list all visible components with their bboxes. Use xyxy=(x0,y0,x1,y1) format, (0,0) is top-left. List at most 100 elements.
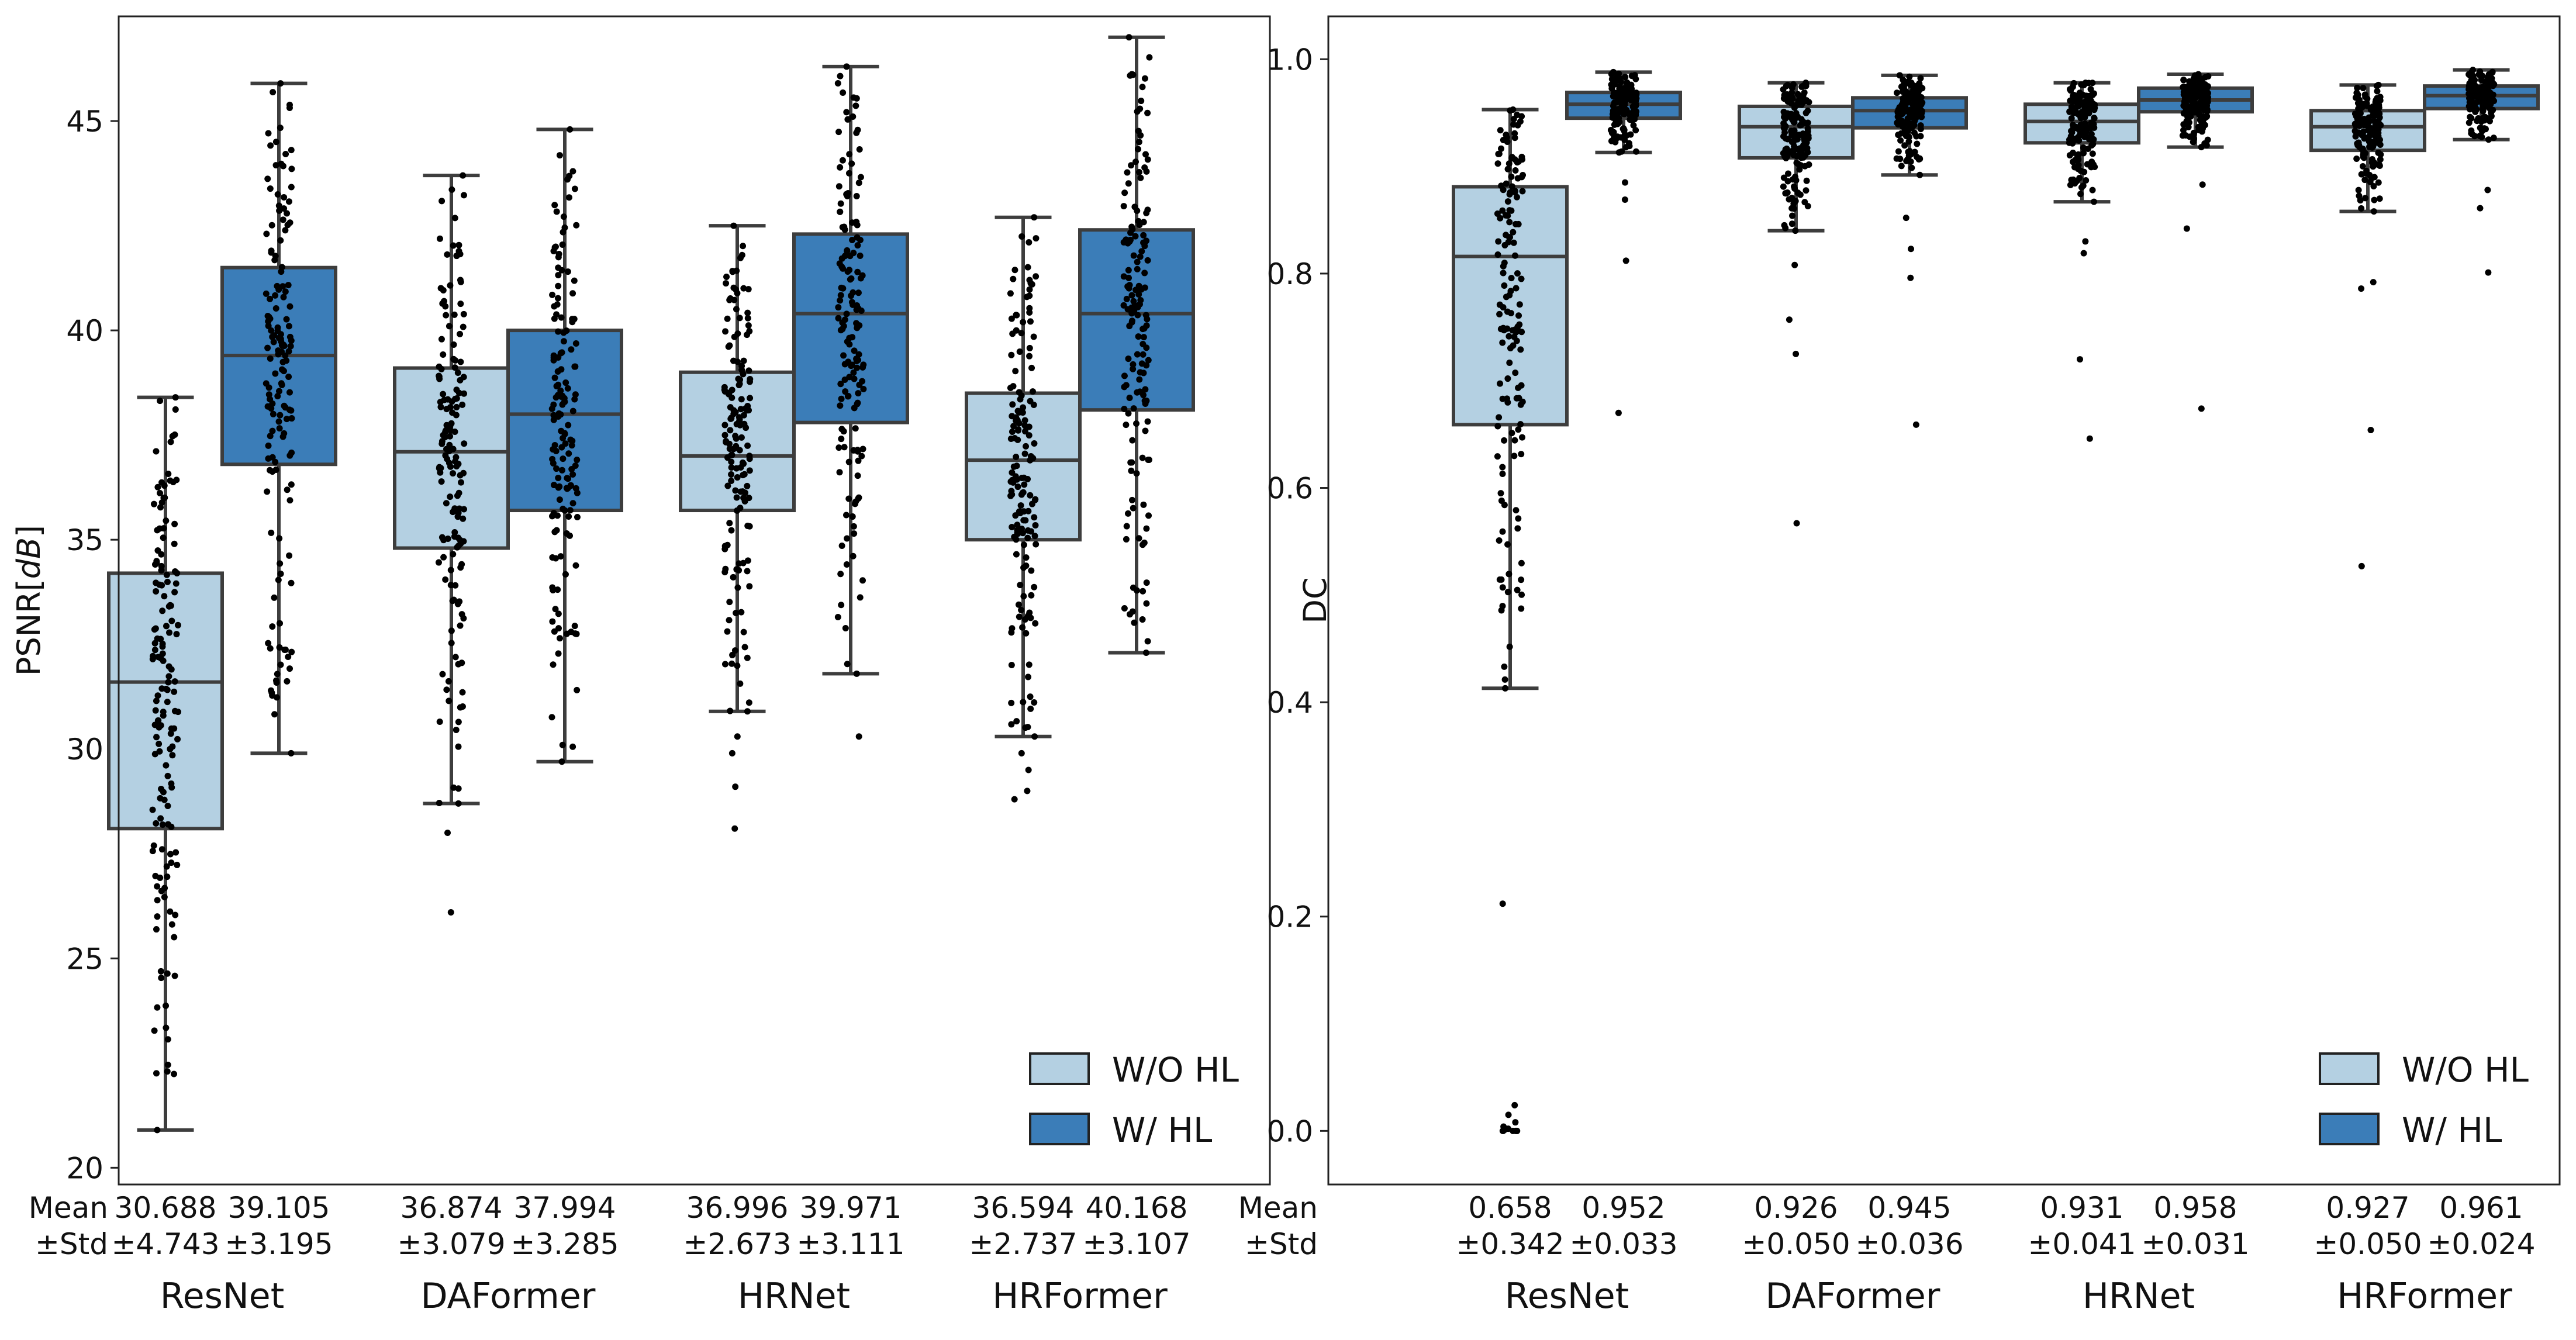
data-point xyxy=(1134,258,1141,265)
data-point xyxy=(1020,404,1027,411)
data-point xyxy=(169,752,176,759)
data-point xyxy=(1020,319,1027,326)
data-point xyxy=(1914,153,1921,160)
data-point xyxy=(267,645,274,652)
data-point xyxy=(263,290,270,297)
data-point xyxy=(572,363,579,370)
data-point xyxy=(447,463,454,470)
data-point xyxy=(164,970,171,977)
data-point xyxy=(2470,67,2477,74)
data-point xyxy=(1121,406,1128,413)
data-point xyxy=(154,1004,161,1011)
data-point xyxy=(850,250,857,257)
data-point xyxy=(550,247,557,254)
data-point xyxy=(2180,83,2187,90)
data-point xyxy=(2363,102,2370,109)
data-point xyxy=(2071,180,2078,187)
data-point xyxy=(1010,383,1017,390)
data-point xyxy=(2485,136,2492,143)
data-point xyxy=(2374,88,2381,95)
data-point xyxy=(1127,236,1134,243)
data-point xyxy=(1123,536,1130,543)
data-point xyxy=(263,230,270,237)
data-point xyxy=(1031,733,1038,740)
legend-label: W/ HL xyxy=(2402,1110,2502,1150)
data-point xyxy=(842,624,849,631)
data-point xyxy=(553,465,560,472)
data-point xyxy=(572,562,579,569)
data-point xyxy=(150,500,157,507)
data-point xyxy=(2480,114,2487,121)
data-point xyxy=(744,568,751,575)
data-point xyxy=(1510,106,1517,113)
outlier-point xyxy=(1499,900,1506,907)
data-point xyxy=(746,467,753,474)
data-point xyxy=(1012,512,1019,519)
outlier-point xyxy=(2082,238,2089,245)
data-point xyxy=(853,193,860,200)
data-point xyxy=(2179,132,2186,139)
data-point xyxy=(836,469,843,476)
data-point xyxy=(740,357,747,364)
data-point xyxy=(1496,576,1503,583)
data-point xyxy=(453,253,460,260)
data-point xyxy=(164,873,171,880)
data-point xyxy=(1016,348,1023,355)
data-point xyxy=(731,647,738,654)
data-point xyxy=(722,328,729,335)
data-point xyxy=(1010,423,1017,430)
data-point xyxy=(1140,369,1147,377)
data-point xyxy=(1499,470,1506,477)
data-point xyxy=(1027,693,1034,700)
data-point xyxy=(1129,608,1136,615)
data-point xyxy=(1788,84,1795,91)
y-tick-label: 30 xyxy=(66,733,103,766)
data-point xyxy=(1794,91,1801,98)
data-point xyxy=(1031,214,1038,221)
data-point xyxy=(436,799,443,806)
std-label: ±4.743 xyxy=(111,1227,219,1261)
data-point xyxy=(851,347,858,354)
data-point xyxy=(1008,661,1015,668)
data-point xyxy=(745,286,752,293)
data-point xyxy=(1494,423,1501,430)
outlier-point xyxy=(1511,1101,1518,1108)
data-point xyxy=(277,80,284,87)
data-point xyxy=(563,630,570,637)
data-point xyxy=(171,972,178,979)
data-point xyxy=(1022,428,1029,435)
data-point xyxy=(1792,227,1799,234)
data-point xyxy=(860,386,867,393)
data-point xyxy=(2081,111,2088,118)
data-point xyxy=(1610,68,1617,75)
data-point xyxy=(1510,229,1517,236)
data-point xyxy=(558,467,565,474)
data-point xyxy=(2362,94,2369,101)
std-label: ±3.111 xyxy=(796,1227,904,1261)
data-point xyxy=(567,507,574,514)
data-point xyxy=(1128,162,1135,169)
data-point xyxy=(1010,479,1017,486)
data-point xyxy=(569,743,576,750)
data-point xyxy=(1008,699,1015,706)
data-point xyxy=(154,897,161,904)
data-point xyxy=(286,552,293,559)
data-point xyxy=(1518,576,1525,583)
data-point xyxy=(735,560,743,567)
data-point xyxy=(554,368,561,375)
data-point xyxy=(2467,106,2474,113)
data-point xyxy=(1014,436,1021,443)
data-point xyxy=(735,382,743,389)
data-point xyxy=(438,440,446,447)
data-point xyxy=(286,452,293,459)
data-point xyxy=(2375,149,2382,156)
data-point xyxy=(854,268,861,275)
data-point xyxy=(1504,375,1511,382)
data-point xyxy=(1494,453,1501,460)
data-point xyxy=(555,272,562,279)
data-point xyxy=(2375,81,2382,88)
data-point xyxy=(175,709,182,716)
data-point xyxy=(734,662,741,669)
legend-swatch xyxy=(1029,1113,1090,1145)
box-w-hl xyxy=(792,232,909,424)
